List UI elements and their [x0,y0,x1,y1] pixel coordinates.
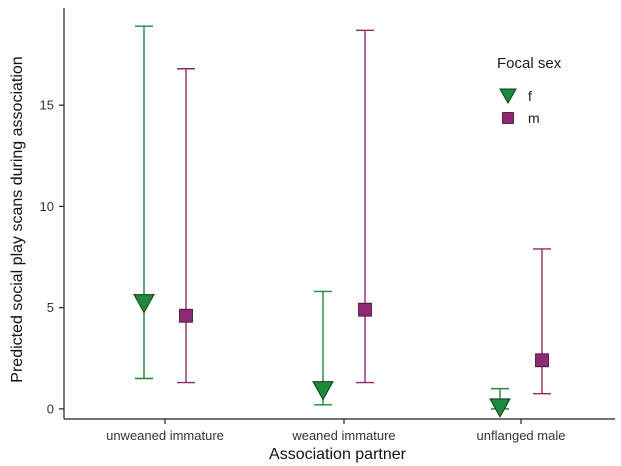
legend-items: fm [499,88,540,126]
legend-key-f [499,88,517,105]
y-axis-title: Predicted social play scans during assoc… [9,56,26,382]
point-marker-m [358,302,372,317]
point-marker-m [535,353,549,368]
y-tick-label: 5 [47,300,54,315]
point-marker-f [489,398,511,418]
point-marker-f [312,381,334,401]
point-marker-m [179,308,193,323]
axes [63,8,615,420]
legend-label-m: m [528,110,540,126]
error-bar-m [533,248,551,395]
legend-item: m [502,110,540,126]
error-bar-m [177,68,195,384]
legend-key-m [502,112,514,124]
legend-item: f [499,88,532,105]
y-tick-label: 10 [40,199,54,214]
error-bar-f [135,25,153,380]
point-marker-f [133,294,155,314]
y-ticks: 0 5 10 15 [40,98,64,416]
legend: Focal sex fm [488,48,592,132]
x-ticks: unweaned immature weaned immature unflange… [106,419,565,443]
x-axis-title: Association partner [269,446,407,463]
x-tick-label: weaned immature [291,428,395,443]
y-tick-label: 0 [47,401,54,416]
data-marks [133,25,551,418]
x-tick-label: unflanged male [477,428,566,443]
x-tick-label: unweaned immature [106,428,224,443]
legend-title: Focal sex [497,55,562,72]
y-tick-label: 15 [40,98,54,113]
legend-label-f: f [528,88,532,104]
error-bar-m [356,29,374,384]
